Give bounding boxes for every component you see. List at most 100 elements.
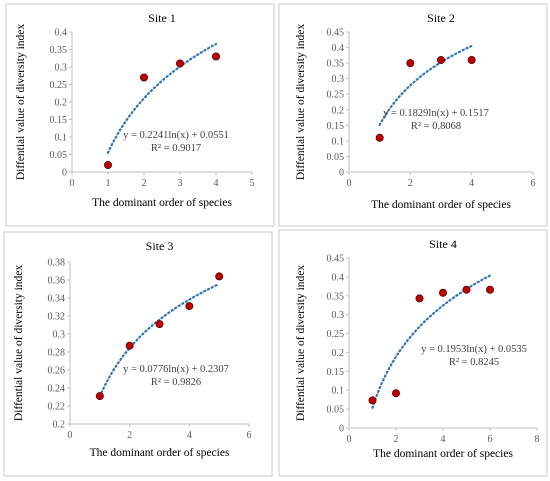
y-tick-label: 0 xyxy=(339,168,344,179)
y-tick-label: 0.1 xyxy=(332,386,345,397)
x-tick-label: 4 xyxy=(214,178,219,189)
y-tick-label: 0.4 xyxy=(332,272,345,283)
data-point xyxy=(125,341,134,350)
y-tick-label: 0.2 xyxy=(332,105,345,116)
x-tick-label: 6 xyxy=(488,434,493,445)
y-tick-label: 0.22 xyxy=(48,402,66,413)
y-tick-label: 0.34 xyxy=(48,294,66,305)
y-tick-label: 0.35 xyxy=(50,45,68,56)
trendline-equation: y = 0.1953ln(x) + 0.0535 xyxy=(421,344,527,355)
y-tick-label: 0.3 xyxy=(53,330,66,341)
y-tick-label: 0.2 xyxy=(53,420,66,431)
y-tick-label: 0.26 xyxy=(48,366,66,377)
data-point xyxy=(462,285,471,294)
data-point xyxy=(485,285,494,294)
y-axis-title: Diffential value of diversity index xyxy=(15,24,27,181)
y-tick-label: 0.32 xyxy=(48,312,66,323)
data-point xyxy=(391,389,400,398)
panel-frame xyxy=(278,229,548,477)
y-tick-label: 0.4 xyxy=(332,43,345,54)
x-tick-label: 3 xyxy=(178,178,183,189)
x-tick-label: 6 xyxy=(531,178,536,189)
x-tick-label: 4 xyxy=(441,434,446,445)
x-tick-label: 4 xyxy=(187,430,192,441)
y-tick-label: 0.3 xyxy=(332,310,345,321)
x-tick-label: 2 xyxy=(127,430,132,441)
x-tick-label: 2 xyxy=(408,178,413,189)
chart-panel-3: 0.2 0.22 0.24 0.26 0.28 0.3 0.32 0.34 0.36 0.38 0 2… xyxy=(3,231,273,477)
x-axis-title: The dominant order of species xyxy=(371,199,511,211)
y-tick-label: 0.45 xyxy=(327,28,345,39)
x-tick-label: 2 xyxy=(394,434,399,445)
panel-frame xyxy=(5,3,275,227)
trendline xyxy=(378,44,473,126)
data-point xyxy=(155,320,164,329)
y-tick-label: 0.25 xyxy=(327,329,345,340)
x-tick-label: 0 xyxy=(70,178,75,189)
y-tick-label: 0 xyxy=(339,424,344,435)
y-axis-title: Diffential value of diversity index xyxy=(13,265,25,422)
chart-panel-1: 0 0.05 0.1 0.15 0.2 0.25 0.3 0.35 0.4 0 1 2 3 4 5 Site … xyxy=(5,3,275,227)
y-tick-label: 0.2 xyxy=(332,348,345,359)
y-tick-label: 0.25 xyxy=(50,80,68,91)
y-tick-label: 0.24 xyxy=(48,384,66,395)
trendline xyxy=(98,282,221,398)
y-tick-label: 0.38 xyxy=(48,258,66,269)
data-point xyxy=(215,272,224,281)
x-tick-label: 0 xyxy=(347,434,352,445)
y-tick-label: 0.45 xyxy=(327,254,345,265)
data-point xyxy=(415,294,424,303)
x-tick-label: 2 xyxy=(142,178,147,189)
y-tick-label: 0.15 xyxy=(327,367,345,378)
data-point xyxy=(368,396,377,405)
r-squared-label: R² = 0.8068 xyxy=(411,121,461,132)
x-axis-title: The dominant order of species xyxy=(92,197,232,209)
data-point xyxy=(436,56,445,65)
y-axis-title: Diffential value of diversity index xyxy=(295,265,307,422)
y-tick-label: 0.28 xyxy=(48,348,66,359)
chart-panel-2: 0 0.05 0.1 0.15 0.2 0.25 0.3 0.35 0.4 0.45 0 2 4 6 Sit… xyxy=(278,3,548,227)
y-tick-label: 0.2 xyxy=(55,98,68,109)
data-point xyxy=(139,73,148,82)
data-point xyxy=(104,160,113,169)
y-axis-title: Diffential value of diversity index xyxy=(295,24,307,181)
data-point xyxy=(175,59,184,68)
y-tick-label: 0.4 xyxy=(55,28,68,39)
x-tick-label: 0 xyxy=(347,178,352,189)
x-axis-title: The dominant order of species xyxy=(373,448,513,460)
x-tick-label: 8 xyxy=(535,434,540,445)
y-tick-label: 0.1 xyxy=(332,136,345,147)
chart-title: Site 4 xyxy=(429,237,457,251)
y-tick-label: 0.36 xyxy=(48,276,66,287)
x-axis-title: The dominant order of species xyxy=(90,447,230,459)
y-tick-label: 0 xyxy=(62,168,67,179)
data-point xyxy=(375,133,384,142)
data-point xyxy=(95,392,104,401)
chart-title: Site 1 xyxy=(148,11,176,25)
x-tick-label: 4 xyxy=(469,178,474,189)
x-tick-label: 5 xyxy=(250,178,255,189)
data-point xyxy=(211,52,220,61)
trendline-equation: y = 0.1829ln(x) + 0.1517 xyxy=(383,108,489,119)
trendline-equation: y = 0.2241ln(x) + 0.0551 xyxy=(123,130,229,141)
data-point xyxy=(185,302,194,311)
r-squared-label: R² = 0.9826 xyxy=(151,377,201,388)
y-tick-label: 0.35 xyxy=(327,59,345,70)
y-tick-label: 0.3 xyxy=(332,74,345,85)
panel-frame xyxy=(3,231,273,477)
y-tick-label: 0.3 xyxy=(55,63,68,74)
chart-title: Site 3 xyxy=(146,239,174,253)
r-squared-label: R² = 0.8245 xyxy=(449,357,499,368)
x-tick-label: 6 xyxy=(247,430,252,441)
chart-title: Site 2 xyxy=(427,11,455,25)
y-tick-label: 0.05 xyxy=(50,150,68,161)
x-tick-label: 0 xyxy=(68,430,73,441)
chart-panel-4: 0 0.05 0.1 0.15 0.2 0.25 0.3 0.35 0.4 0.45 0 2 4 6 8 Si… xyxy=(278,229,548,477)
data-point xyxy=(406,59,415,68)
y-tick-label: 0.15 xyxy=(327,121,345,132)
y-tick-label: 0.25 xyxy=(327,90,345,101)
y-tick-label: 0.15 xyxy=(50,115,68,126)
panel-frame xyxy=(278,3,548,227)
y-tick-label: 0.35 xyxy=(327,291,345,302)
